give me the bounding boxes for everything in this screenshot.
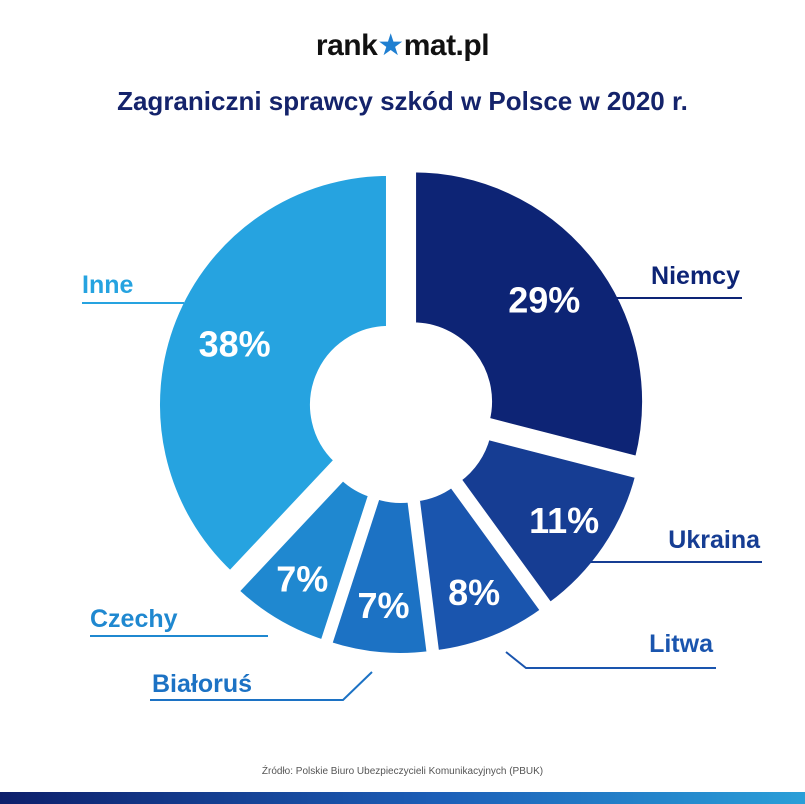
category-label-inne: Inne [82,271,133,299]
category-label-czechy: Czechy [90,605,178,633]
brand-name-start: rank [315,29,378,62]
chart-title: Zagraniczni sprawcy szkód w Polsce w 202… [117,86,688,116]
value-label-czechy: 7% [276,559,328,600]
leader-line-litwa [505,651,716,669]
slice-czechy [233,474,375,646]
slice-niemcy [410,166,649,463]
value-label-niemcy: 29% [508,280,580,321]
category-label-niemcy: Niemcy [651,262,740,290]
value-label-inne: 38% [199,324,271,365]
category-label-litwa: Litwa [649,630,714,658]
slice-litwa [413,481,547,657]
category-label-bialorus: Białoruś [152,670,252,698]
value-label-ukraina: 11% [529,500,599,541]
value-label-litwa: 8% [448,572,500,613]
logo-star-icon: ★ [377,29,404,62]
brand-name-end: mat.pl [403,29,490,62]
value-label-bialorus: 7% [358,585,410,626]
slice-bialorus [325,493,433,659]
leader-line-bialorus [150,671,373,701]
bottom-gradient-bar [0,792,805,804]
slice-inne [153,169,392,577]
slice-ukraina [455,433,642,609]
source-note: Źródło: Polskie Biuro Ubezpieczycieli Ko… [261,766,544,777]
brand-logo: rank★mat.pl [0,28,805,63]
category-label-ukraina: Ukraina [668,526,761,554]
